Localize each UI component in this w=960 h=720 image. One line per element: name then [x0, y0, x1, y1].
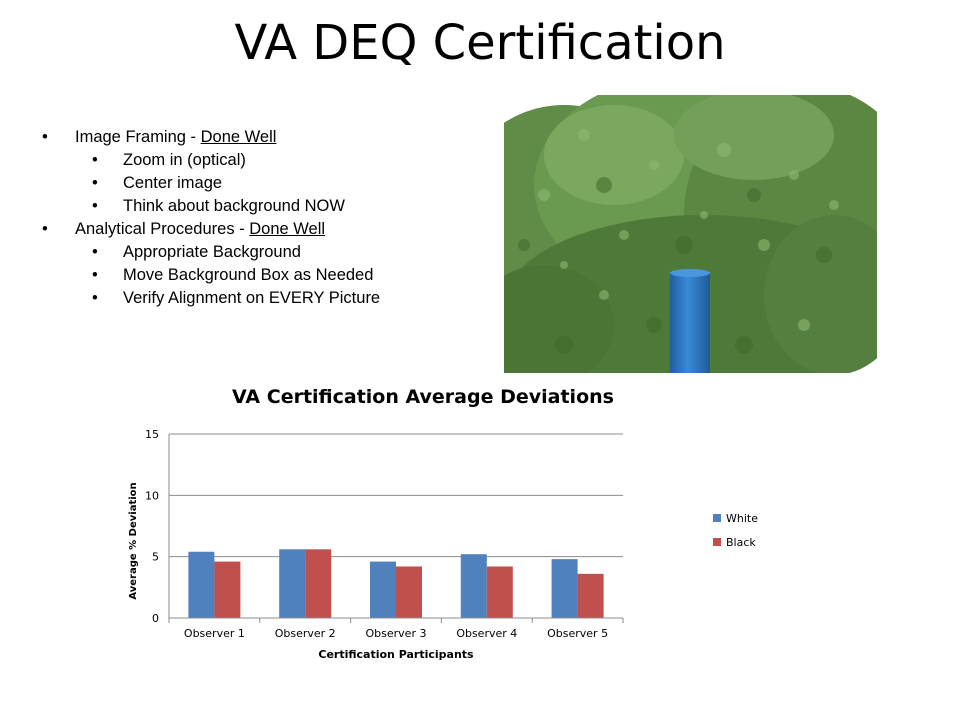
bullet-item: • Analytical Procedures - Done Well — [42, 218, 482, 241]
bar-white-4 — [460, 554, 487, 618]
chart-title: VA Certification Average Deviations — [232, 386, 614, 408]
y-axis-title: Average % Deviation — [128, 482, 139, 599]
bar-white-3 — [370, 561, 396, 618]
bullet-text: Think about background NOW — [123, 197, 345, 215]
legend-swatch-white — [713, 514, 721, 522]
x-tick-label: Observer 1 — [184, 627, 245, 640]
x-tick-label: Observer 4 — [456, 627, 517, 640]
legend-label-black: Black — [726, 536, 756, 549]
bullet-text: Image Framing - — [75, 128, 201, 146]
photo-illustration — [504, 95, 877, 373]
bullet-text: Center image — [123, 174, 223, 192]
legend-swatch-black — [713, 538, 721, 546]
slide-title: VA DEQ Certification — [234, 15, 726, 71]
bullet-underlined-text: Done Well — [200, 128, 277, 146]
x-tick-label: Observer 2 — [275, 627, 336, 640]
x-axis-title: Certification Participants — [318, 648, 474, 661]
bar-black-4 — [486, 566, 513, 618]
bullet-glyph: • — [42, 128, 48, 146]
bullet-text: Appropriate Background — [123, 243, 301, 261]
bullet-item: • Think about background NOW — [42, 195, 482, 218]
chart-bars — [188, 549, 604, 618]
y-tick-label: 10 — [145, 489, 159, 502]
bullet-text: Verify Alignment on EVERY Picture — [123, 289, 381, 307]
bullet-item: • Zoom in (optical) — [42, 149, 482, 172]
bullet-text: Analytical Procedures - — [75, 220, 250, 238]
bullet-glyph: • — [92, 266, 98, 284]
bullet-item: • Image Framing - Done Well — [42, 126, 482, 149]
bullet-list: • Image Framing - Done Well • Zoom in (opti… — [42, 126, 482, 310]
y-tick-label: 0 — [152, 612, 159, 625]
bar-white-1 — [188, 551, 215, 618]
bar-white-5 — [551, 559, 578, 618]
y-tick-label: 5 — [152, 551, 159, 564]
bullet-item: • Move Background Box as Needed — [42, 264, 482, 287]
bullet-item: • Verify Alignment on EVERY Picture — [42, 287, 482, 310]
chart-axes: 0 5 10 15 Observer 1 Observer 2 Observer 3 Obse… — [128, 428, 624, 661]
bullet-item: • Center image — [42, 172, 482, 195]
bullet-glyph: • — [92, 151, 98, 169]
bullet-glyph: • — [92, 197, 98, 215]
chart-legend: White Black — [713, 512, 758, 549]
bullet-glyph: • — [92, 174, 98, 192]
bullet-item: • Appropriate Background — [42, 241, 482, 264]
bullet-glyph: • — [92, 289, 98, 307]
y-tick-label: 15 — [145, 428, 159, 441]
bullet-text: Move Background Box as Needed — [123, 266, 374, 284]
bar-black-2 — [305, 549, 332, 618]
bullet-glyph: • — [92, 243, 98, 261]
bar-black-1 — [214, 561, 241, 618]
x-tick-label: Observer 5 — [547, 627, 608, 640]
bar-black-5 — [577, 573, 604, 618]
bullet-underlined-text: Done Well — [249, 220, 326, 238]
bullet-glyph: • — [42, 220, 48, 238]
bar-black-3 — [396, 566, 422, 618]
legend-label-white: White — [726, 512, 758, 525]
bullet-text: Zoom in (optical) — [123, 151, 246, 169]
smokestack-photo — [504, 95, 877, 373]
x-tick-label: Observer 3 — [366, 627, 427, 640]
bar-chart: 0 5 10 15 Observer 1 Observer 2 Observer 3 Obse… — [128, 428, 758, 661]
bar-white-2 — [279, 549, 306, 618]
